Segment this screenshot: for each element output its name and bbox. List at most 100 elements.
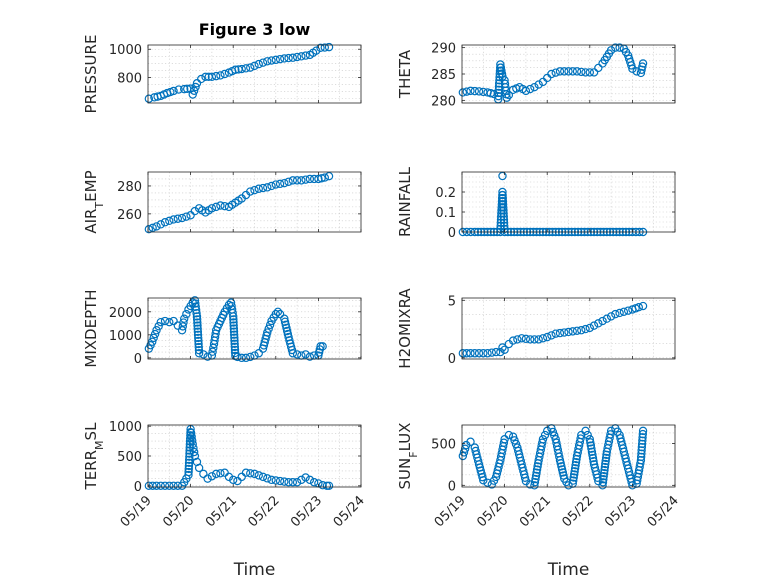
- data-point: [211, 469, 221, 479]
- data-point: [613, 427, 622, 436]
- data-point: [246, 63, 255, 72]
- data-point: [548, 427, 558, 437]
- data-point: [250, 185, 259, 195]
- data-point: [315, 345, 325, 354]
- data-point: [258, 472, 268, 482]
- data-point: [489, 89, 499, 99]
- data-point: [305, 174, 315, 184]
- data-point: [288, 176, 298, 185]
- data-point: [598, 316, 607, 326]
- data-point: [273, 307, 283, 317]
- data-point: [227, 200, 237, 209]
- data-point: [233, 476, 242, 486]
- data-point: [601, 459, 610, 469]
- data-point: [622, 457, 631, 467]
- data-point: [587, 444, 596, 453]
- data-point: [530, 481, 539, 490]
- data-point: [537, 442, 546, 451]
- data-point: [498, 187, 507, 197]
- data-point: [632, 67, 641, 76]
- data-point: [197, 74, 206, 84]
- data-point: [498, 193, 507, 203]
- subplot-1: 800 1000 PRESSURE Figure 3 low: [82, 20, 362, 113]
- data-point: [320, 43, 329, 52]
- subplot-4: 0 0.1 0.2 RAINFALL: [396, 166, 676, 241]
- data-point: [192, 312, 202, 321]
- data-point: [636, 452, 646, 462]
- data-point: [477, 469, 486, 479]
- data-point: [230, 336, 239, 345]
- data-point: [483, 349, 492, 358]
- x-tick-label: 05/22: [246, 493, 283, 530]
- data-point: [581, 68, 590, 77]
- data-point: [180, 84, 189, 94]
- y-axis-label: H2OMIXRA: [396, 288, 414, 369]
- data-point: [194, 336, 203, 346]
- data-point: [606, 430, 615, 439]
- data-point: [317, 174, 326, 183]
- x-axis-label: Time: [233, 560, 276, 580]
- data-point: [638, 433, 647, 442]
- data-point: [254, 184, 263, 193]
- data-point: [308, 48, 318, 57]
- data-point: [229, 321, 238, 330]
- data-point: [287, 345, 297, 355]
- data-point: [265, 320, 275, 330]
- data-point: [144, 225, 154, 234]
- data-point: [638, 301, 648, 311]
- x-tick-label: 05/20: [160, 493, 197, 530]
- data-point: [532, 465, 542, 474]
- data-point: [190, 296, 200, 305]
- data-point: [189, 443, 198, 453]
- data-point: [237, 64, 246, 74]
- axes-frame: [461, 297, 676, 360]
- data-point: [204, 206, 213, 215]
- data-point: [284, 478, 293, 487]
- y-axis-label: SUNFLUX: [396, 423, 420, 490]
- data-point: [187, 436, 197, 445]
- data-point: [499, 209, 508, 218]
- data-point: [194, 333, 203, 343]
- data-point: [558, 468, 568, 477]
- data-point: [263, 474, 272, 483]
- data-point: [292, 176, 302, 185]
- data-point: [186, 428, 195, 437]
- data-point: [280, 314, 289, 323]
- data-point: [185, 449, 194, 458]
- data-point: [478, 472, 487, 482]
- data-point: [615, 43, 624, 52]
- data-point: [460, 444, 470, 453]
- data-point: [619, 307, 629, 317]
- data-point: [169, 481, 178, 491]
- data-point: [275, 309, 285, 319]
- data-point: [280, 317, 290, 326]
- data-point: [598, 478, 608, 487]
- y-tick-label: 1000: [109, 43, 142, 58]
- data-point: [207, 472, 217, 481]
- y-tick-label: 0: [134, 352, 142, 367]
- data-point: [227, 305, 237, 314]
- data-point: [621, 47, 631, 57]
- data-point: [499, 212, 508, 221]
- data-point: [184, 458, 194, 468]
- data-point: [499, 218, 509, 227]
- data-point: [152, 481, 161, 491]
- chart-title: Figure 3 low: [199, 20, 311, 39]
- data-point: [174, 85, 183, 94]
- axes-background: [148, 172, 361, 232]
- data-point: [219, 310, 228, 320]
- data-point: [320, 173, 329, 182]
- data-point: [599, 471, 608, 481]
- data-point: [569, 470, 579, 479]
- data-point: [534, 80, 543, 89]
- data-point: [191, 299, 200, 308]
- data-point: [600, 462, 610, 472]
- x-tick-label: 05/20: [474, 493, 511, 530]
- data-point: [498, 197, 508, 206]
- data-point: [194, 342, 203, 352]
- data-point: [499, 438, 509, 447]
- data-point: [500, 345, 509, 354]
- data-point: [263, 57, 272, 66]
- data-point: [305, 475, 315, 485]
- data-point: [191, 305, 201, 315]
